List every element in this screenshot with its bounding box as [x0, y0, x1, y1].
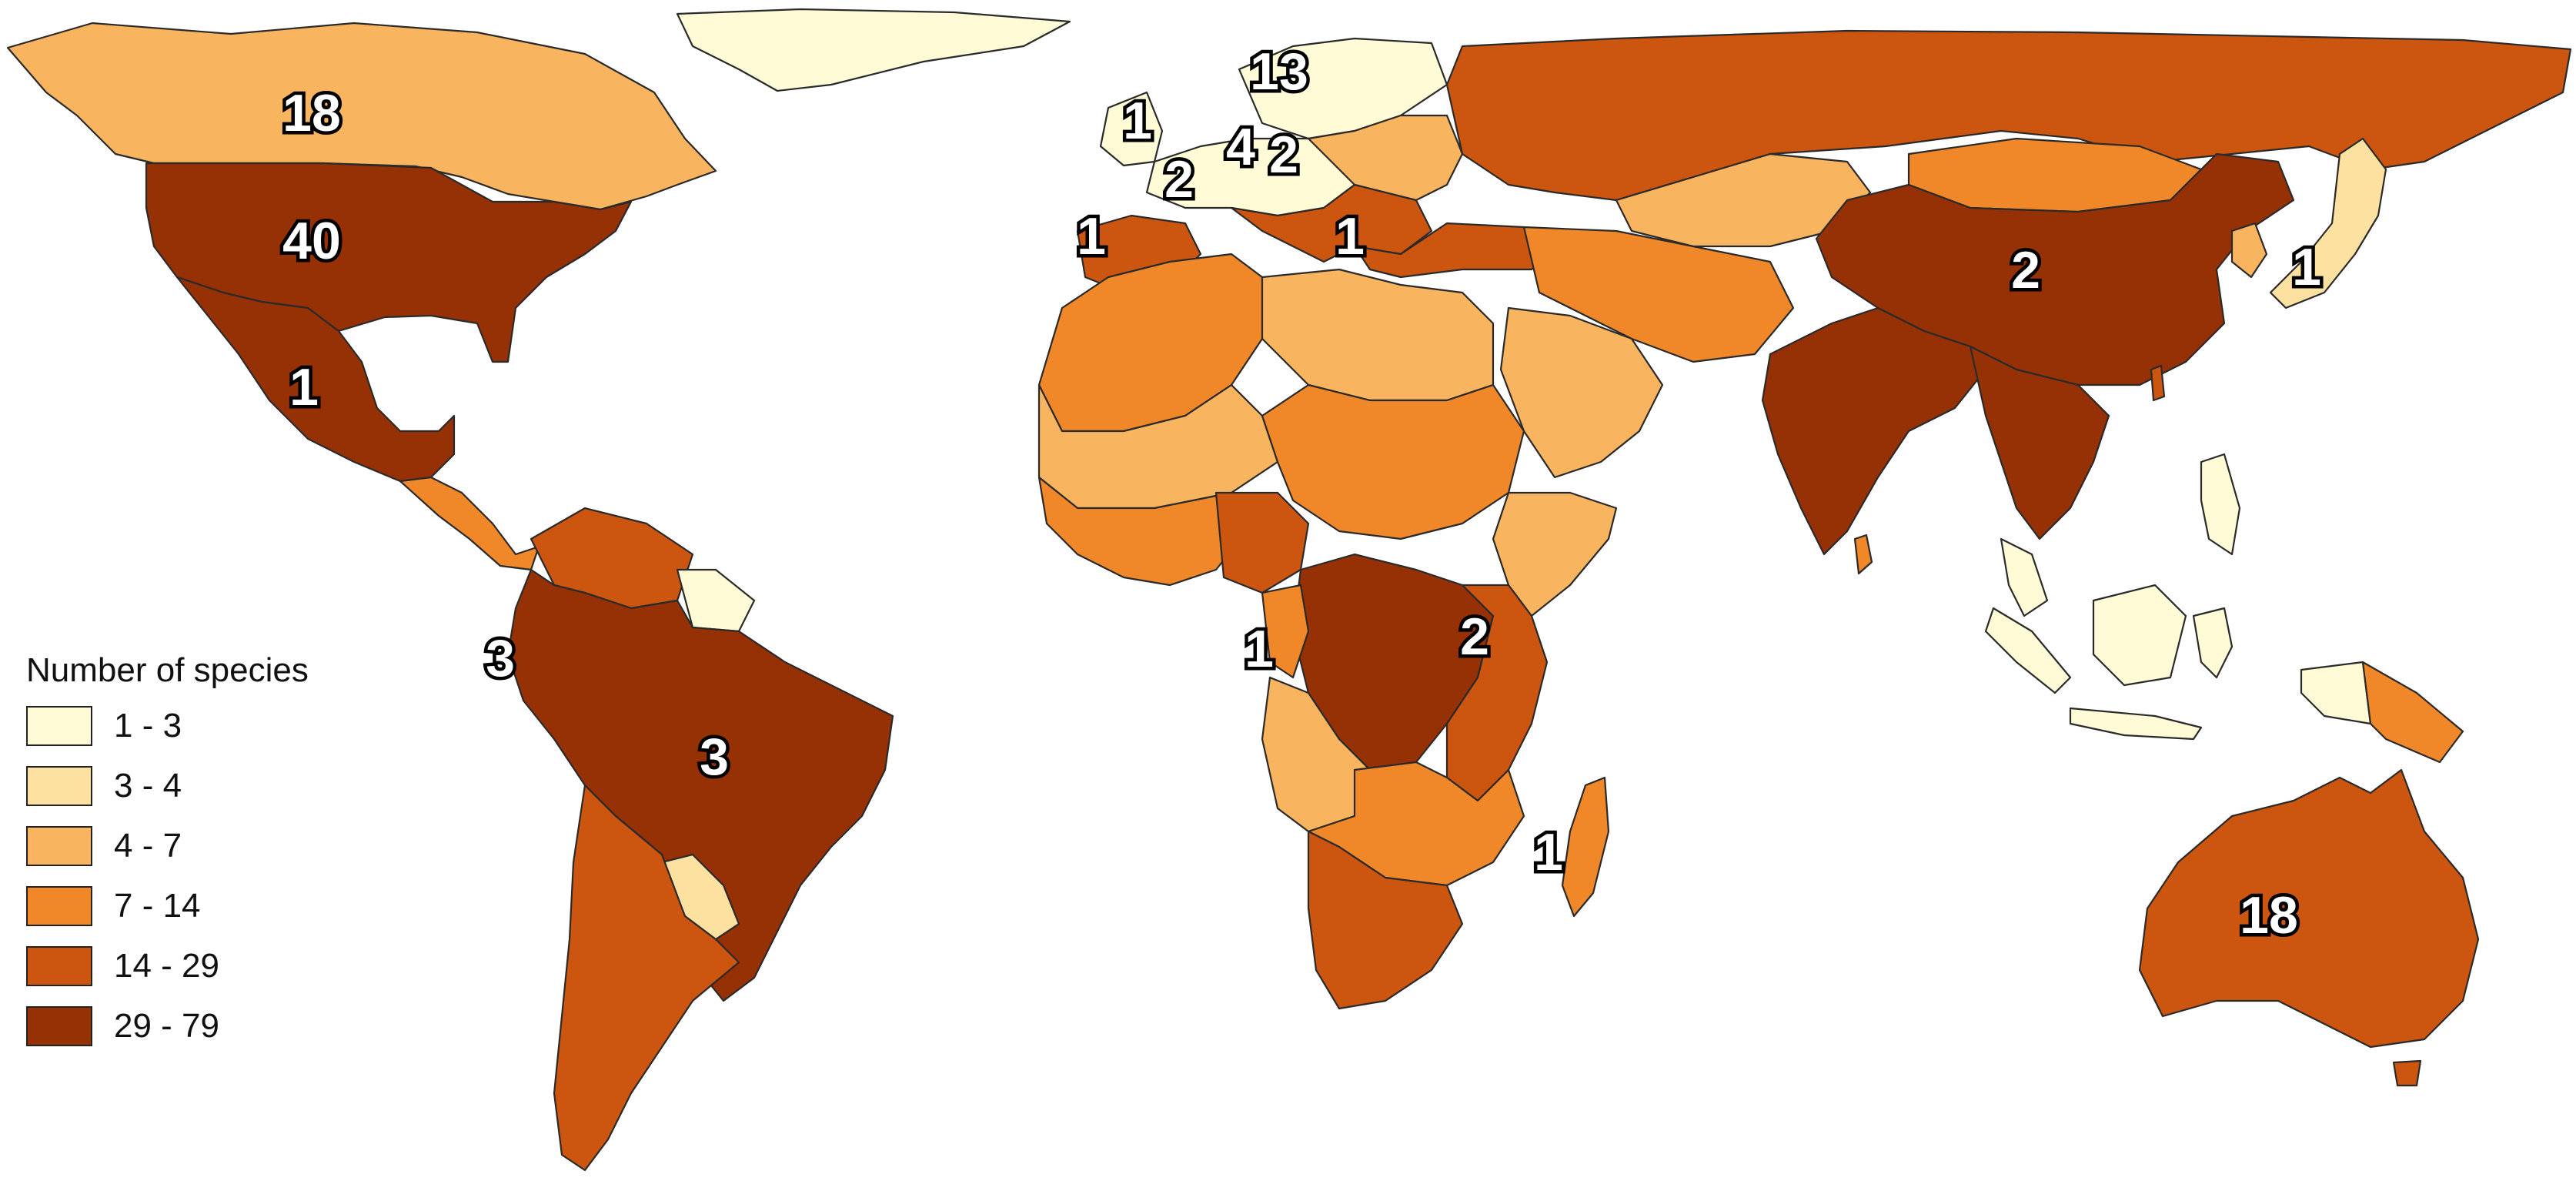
region-gabon: [1261, 584, 1310, 679]
legend-label: 3 - 4: [114, 767, 182, 805]
region-australia: [2138, 768, 2480, 1049]
legend-label: 4 - 7: [114, 827, 182, 865]
count-label-germany: 4: [1226, 118, 1255, 176]
map-legend: Number of species 1 - 3 3 - 4 4 - 7 7 - …: [23, 651, 377, 1082]
legend-item: 29 - 79: [26, 1004, 219, 1049]
legend-swatch: [26, 766, 92, 806]
region-sulawesi: [2192, 607, 2234, 679]
region-west-africa-coast: [1037, 476, 1248, 587]
region-guianas: [676, 568, 756, 633]
count-label-spain: 1: [1077, 207, 1106, 266]
region-india: [1761, 306, 1987, 556]
legend-title: Number of species: [26, 651, 309, 689]
region-greenland: [676, 8, 1071, 92]
region-scandinavia: [1238, 37, 1448, 140]
count-label-australia: 18: [2240, 886, 2298, 945]
region-philippines: [2200, 453, 2241, 556]
region-southeast-asia-mainland: [1969, 345, 2110, 540]
region-borneo: [2092, 584, 2187, 687]
region-sri-lanka: [1853, 534, 1873, 575]
region-south-america-south: [553, 784, 740, 1172]
legend-item: 14 - 29: [26, 944, 219, 989]
legend-swatch: [26, 826, 92, 866]
count-label-france: 2: [1164, 150, 1194, 209]
legend-swatch: [26, 946, 92, 986]
region-madagascar: [1561, 776, 1610, 918]
count-label-united-kingdom: 1: [1123, 92, 1152, 150]
count-label-brazil: 3: [700, 728, 729, 786]
region-korea: [2230, 222, 2268, 279]
legend-item: 7 - 14: [26, 884, 201, 928]
region-japan: [2269, 137, 2387, 309]
count-label-scandinavia: 13: [1250, 42, 1308, 101]
count-label-china: 2: [2011, 241, 2040, 299]
count-label-gabon: 1: [1245, 620, 1274, 678]
region-arabian-peninsula: [1499, 306, 1664, 479]
region-balkans-italy: [1230, 183, 1433, 263]
region-west-new-guinea: [2300, 661, 2372, 725]
count-label-poland: 2: [1269, 125, 1298, 184]
count-label-madagascar: 1: [1534, 823, 1563, 882]
region-java: [2069, 707, 2203, 741]
count-label-japan: 1: [2292, 238, 2321, 296]
legend-label: 1 - 3: [114, 707, 182, 744]
legend-item: 4 - 7: [26, 824, 182, 868]
legend-item: 1 - 3: [26, 704, 182, 748]
region-sumatra: [1984, 607, 2072, 694]
region-tasmania: [2392, 1059, 2422, 1087]
count-label-tanzania: 2: [1460, 607, 1489, 666]
legend-label: 14 - 29: [114, 947, 219, 985]
count-label-canada: 18: [282, 84, 341, 142]
region-south-america-north: [506, 568, 894, 1002]
legend-item: 3 - 4: [26, 764, 182, 808]
legend-swatch: [26, 1006, 92, 1046]
count-label-mexico: 1: [289, 358, 319, 417]
region-middle-east: [1522, 226, 1795, 363]
count-label-greece: 1: [1335, 207, 1365, 266]
legend-label: 7 - 14: [114, 887, 201, 925]
region-mexico: [175, 276, 456, 483]
legend-label: 29 - 79: [114, 1007, 219, 1045]
legend-swatch: [26, 706, 92, 746]
region-horn-of-africa: [1492, 491, 1618, 617]
region-papua-new-guinea: [2361, 661, 2464, 764]
count-label-ecuador: 3: [486, 629, 515, 688]
count-label-united-states: 40: [282, 212, 341, 270]
legend-swatch: [26, 886, 92, 926]
region-malaysia: [2000, 537, 2049, 617]
region-south-africa: [1307, 830, 1464, 1010]
region-taiwan: [2150, 364, 2166, 402]
